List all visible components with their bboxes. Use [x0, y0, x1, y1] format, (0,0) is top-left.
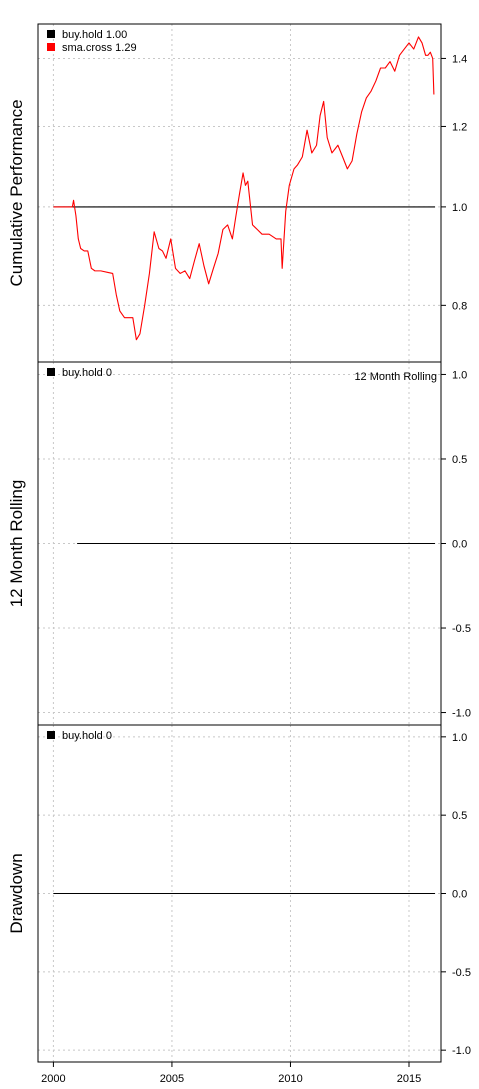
y-tick-label: -0.5 [452, 623, 471, 635]
y-tick-label: 0.5 [452, 810, 467, 822]
legend-swatch [47, 43, 55, 51]
x-tick-label: 2000 [41, 1073, 65, 1085]
legend-label: buy.hold 0 [62, 730, 112, 742]
panel-frame [37, 724, 442, 1063]
y-tick-label: -1.0 [452, 708, 471, 720]
y-tick-label: -0.5 [452, 967, 471, 979]
y-axis-label: Drawdown [7, 853, 26, 933]
panel-annotation: 12 Month Rolling [354, 371, 437, 383]
y-tick-label: 1.0 [452, 202, 467, 214]
y-tick-label: 1.0 [452, 369, 467, 381]
y-tick-label: -1.0 [452, 1045, 471, 1057]
y-tick-label: 1.2 [452, 121, 467, 133]
legend-swatch [47, 368, 55, 376]
y-tick-label: 1.4 [452, 53, 467, 65]
y-axis-label: Cumulative Performance [7, 99, 26, 286]
y-tick-label: 0.5 [452, 454, 467, 466]
x-tick-label: 2005 [160, 1073, 184, 1085]
series-line-sma-cross [53, 36, 435, 341]
legend-label: buy.hold 1.00 [62, 29, 127, 41]
y-tick-label: 1.0 [452, 732, 467, 744]
legend-swatch [47, 731, 55, 739]
legend-label: buy.hold 0 [62, 367, 112, 379]
y-tick-label: 0.0 [452, 539, 467, 551]
y-tick-label: 0.0 [452, 889, 467, 901]
x-tick-label: 2015 [397, 1073, 421, 1085]
y-tick-label: 0.8 [452, 300, 467, 312]
y-axis-label: 12 Month Rolling [7, 480, 26, 608]
legend-swatch [47, 30, 55, 38]
x-tick-label: 2010 [278, 1073, 302, 1085]
legend-label: sma.cross 1.29 [62, 42, 137, 54]
